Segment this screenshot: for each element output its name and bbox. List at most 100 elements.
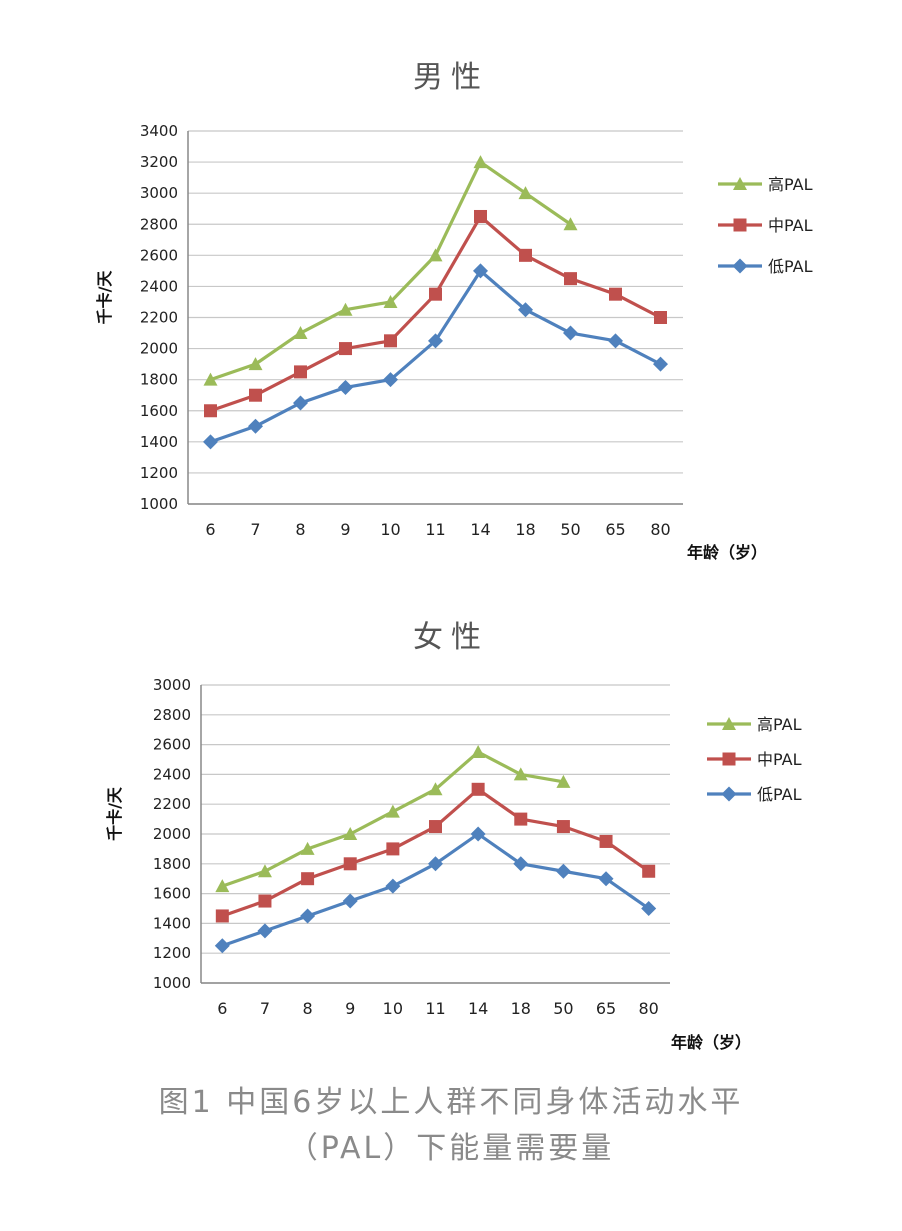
- data-point-mid: [386, 842, 400, 856]
- data-point-high: [518, 186, 533, 200]
- y-tick-label: 2000: [140, 340, 178, 358]
- data-point-high: [556, 774, 571, 788]
- y-tick-label: 1000: [153, 974, 191, 992]
- series-low: [203, 263, 668, 450]
- data-point-mid: [471, 782, 485, 796]
- x-tick-label: 6: [217, 999, 227, 1018]
- data-point-low: [555, 863, 571, 879]
- y-tick-label: 1200: [140, 464, 178, 482]
- legend-marker: [732, 258, 748, 274]
- y-tick-label: 2400: [140, 277, 178, 295]
- data-point-high: [428, 248, 443, 262]
- y-tick-label: 3000: [153, 676, 191, 694]
- data-point-high: [293, 326, 308, 340]
- legend-item-low: 低PAL: [707, 785, 802, 804]
- x-tick-label: 8: [295, 520, 305, 539]
- x-tick-label: 8: [302, 999, 312, 1018]
- x-tick-label: 80: [650, 520, 670, 539]
- data-point-low: [203, 434, 218, 450]
- y-tick-label: 2800: [140, 215, 178, 233]
- y-axis-title: 千卡/天: [105, 786, 124, 841]
- data-point-mid: [474, 209, 487, 223]
- legend-marker: [721, 786, 737, 802]
- data-point-high: [203, 372, 218, 386]
- x-tick-label: 14: [468, 999, 488, 1018]
- data-point-mid: [429, 820, 442, 834]
- data-point-high: [385, 804, 400, 818]
- data-point-mid: [384, 334, 397, 348]
- data-point-high: [383, 294, 398, 308]
- y-tick-label: 2600: [140, 246, 178, 264]
- data-point-mid: [204, 404, 217, 418]
- series-low: [214, 826, 657, 954]
- y-tick-label: 1800: [153, 855, 191, 873]
- data-point-mid: [564, 272, 577, 286]
- data-point-mid: [301, 872, 315, 886]
- data-point-low: [300, 908, 316, 924]
- series-high: [203, 155, 578, 386]
- female-chart-title: 女性: [413, 620, 489, 655]
- data-point-high: [300, 841, 315, 855]
- data-point-high: [471, 745, 486, 759]
- data-point-mid: [514, 812, 528, 826]
- y-tick-label: 2400: [153, 765, 191, 783]
- female-energy-chart: 1000 1200 1400 1600 1800 2000 2200 2400 2600 2800…: [105, 676, 802, 1052]
- data-point-mid: [294, 365, 307, 379]
- x-tick-label: 80: [639, 999, 659, 1018]
- x-tick-label: 65: [605, 520, 625, 539]
- data-point-low: [513, 856, 529, 872]
- data-point-high: [248, 357, 263, 371]
- x-axis-title: 年龄（岁）: [687, 543, 767, 562]
- data-point-low: [473, 263, 488, 279]
- legend-label: 高PAL: [768, 175, 813, 194]
- data-point-high: [563, 217, 578, 231]
- x-tick-label: 6: [205, 520, 215, 539]
- y-tick-label: 2000: [153, 825, 191, 843]
- legend-marker: [733, 218, 747, 232]
- legend-marker: [722, 752, 736, 766]
- male-chart-title: 男性: [413, 60, 489, 95]
- series-line-mid: [221, 787, 650, 918]
- y-axis-title: 千卡/天: [95, 270, 114, 325]
- data-point-low: [641, 901, 657, 916]
- legend-item-low: 低PAL: [718, 257, 813, 276]
- y-tick-label: 1000: [140, 495, 178, 513]
- series-mid: [204, 209, 667, 418]
- y-tick-label: 1800: [140, 371, 178, 389]
- legend-label: 中PAL: [768, 216, 813, 235]
- data-point-mid: [599, 834, 613, 848]
- data-point-high: [513, 767, 528, 781]
- legend-label: 高PAL: [757, 715, 802, 734]
- legend-item-mid: 中PAL: [707, 750, 802, 769]
- data-point-mid: [429, 287, 442, 301]
- data-point-low: [214, 938, 230, 954]
- data-point-high: [338, 302, 353, 316]
- y-tick-label: 1600: [140, 402, 178, 420]
- figure-caption-line2: （PAL）下能量需要量: [287, 1131, 615, 1166]
- data-point-mid: [654, 311, 667, 324]
- legend-label: 低PAL: [768, 257, 813, 276]
- data-point-mid: [609, 287, 622, 301]
- data-point-low: [338, 379, 353, 395]
- x-tick-label: 11: [425, 999, 445, 1018]
- data-point-high: [428, 782, 443, 796]
- data-point-low: [342, 893, 358, 909]
- data-point-mid: [343, 857, 357, 871]
- x-tick-label: 14: [470, 520, 490, 539]
- x-tick-label: 50: [560, 520, 580, 539]
- male-energy-chart: 1000 1200 1400 1600 1800 2000 2200 2400 2600 2800…: [95, 122, 813, 562]
- y-tick-label: 2200: [153, 795, 191, 813]
- series-high: [215, 745, 571, 893]
- data-point-low: [598, 871, 614, 887]
- data-point-low: [608, 333, 623, 349]
- y-tick-label: 3400: [140, 122, 178, 140]
- y-tick-label: 2600: [153, 736, 191, 754]
- data-point-low: [385, 878, 401, 894]
- legend-item-high: 高PAL: [718, 175, 813, 194]
- data-point-low: [428, 333, 443, 349]
- data-point-low: [518, 302, 533, 318]
- y-tick-label: 1400: [140, 433, 178, 451]
- legend-item-high: 高PAL: [707, 715, 802, 734]
- data-point-low: [257, 923, 273, 939]
- data-point-mid: [519, 248, 532, 262]
